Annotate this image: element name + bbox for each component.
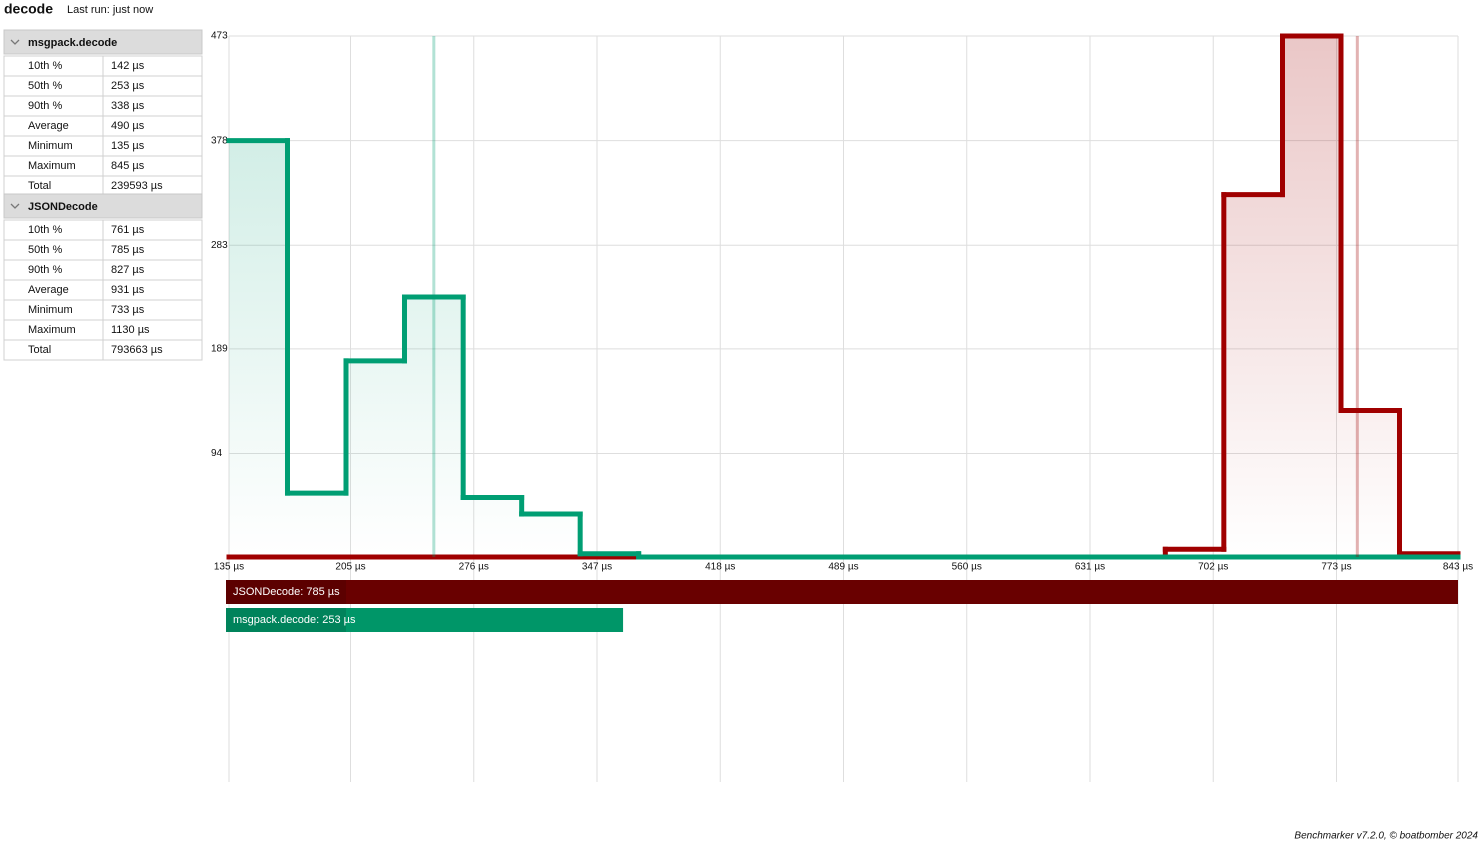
histogram-area <box>345 360 405 557</box>
group-name: JSONDecode <box>28 201 98 213</box>
stat-label: 50th % <box>28 80 62 92</box>
stat-label: Average <box>28 120 69 132</box>
stat-label-cell <box>3 175 104 197</box>
comparison-label: JSONDecode: 785 µs <box>233 586 340 598</box>
footer: Benchmarker v7.2.0, © boatbomber 2024 <box>1294 831 1478 842</box>
histogram-area <box>463 497 522 557</box>
comparison-bar <box>226 608 624 632</box>
stat-value-cell <box>102 339 203 361</box>
y-tick-label: 473 <box>211 31 228 42</box>
histogram-area <box>229 140 288 557</box>
histogram-area <box>1165 549 1224 557</box>
histogram-area <box>521 514 581 557</box>
collapse-chevron <box>10 203 20 209</box>
y-tick-label: 378 <box>211 135 228 146</box>
stat-label: Minimum <box>28 304 73 316</box>
stat-label: Average <box>28 284 69 296</box>
stat-label: 90th % <box>28 100 62 112</box>
x-tick-label: 418 µs <box>705 562 735 573</box>
x-tick-label: 843 µs <box>1443 562 1473 573</box>
stat-value: 135 µs <box>111 140 145 152</box>
stat-label-cell <box>3 339 104 361</box>
stat-value: 761 µs <box>111 224 145 236</box>
stat-label: 10th % <box>28 224 62 236</box>
stat-value: 785 µs <box>111 244 145 256</box>
title: decode <box>4 1 53 17</box>
series-0 <box>226 138 1461 560</box>
x-tick-label: 773 µs <box>1321 562 1351 573</box>
y-tick-label: 189 <box>211 343 228 354</box>
x-tick-label: 347 µs <box>582 562 612 573</box>
stat-label: 10th % <box>28 60 62 72</box>
stat-value: 733 µs <box>111 304 145 316</box>
x-tick-label: 702 µs <box>1198 562 1228 573</box>
stat-value: 239593 µs <box>111 180 163 192</box>
comparison-label: msgpack.decode: 253 µs <box>233 614 356 626</box>
y-tick-label: 283 <box>211 240 228 251</box>
group-name: msgpack.decode <box>28 37 117 49</box>
stat-label: 50th % <box>28 244 62 256</box>
histogram-area <box>287 493 346 557</box>
x-tick-label: 135 µs <box>214 562 244 573</box>
stat-label: Minimum <box>28 140 73 152</box>
histogram-area <box>1341 410 1400 557</box>
group-header <box>3 29 203 55</box>
histogram-area <box>1282 36 1342 557</box>
stat-value: 142 µs <box>111 60 145 72</box>
histogram-area <box>1223 194 1283 558</box>
stat-label: Maximum <box>28 160 76 172</box>
stat-value: 1130 µs <box>111 324 150 336</box>
stat-label: Total <box>28 180 51 192</box>
histogram-area <box>404 297 464 557</box>
stat-value: 338 µs <box>111 100 145 112</box>
y-tick-label: 94 <box>211 448 223 459</box>
stat-label: Total <box>28 344 51 356</box>
x-tick-label: 205 µs <box>335 562 365 573</box>
stat-label: Maximum <box>28 324 76 336</box>
x-tick-label: 560 µs <box>952 562 982 573</box>
collapse-chevron <box>10 39 20 45</box>
stat-value: 490 µs <box>111 120 145 132</box>
stat-value: 827 µs <box>111 264 145 276</box>
group-header <box>3 193 203 219</box>
stat-label: 90th % <box>28 264 62 276</box>
x-tick-label: 489 µs <box>828 562 858 573</box>
stat-value: 793663 µs <box>111 344 163 356</box>
x-tick-label: 631 µs <box>1075 562 1105 573</box>
stat-value: 845 µs <box>111 160 145 172</box>
stat-value: 931 µs <box>111 284 145 296</box>
comparison-bar <box>226 580 1458 604</box>
x-tick-label: 276 µs <box>459 562 489 573</box>
stat-value: 253 µs <box>111 80 145 92</box>
last-run: Last run: just now <box>67 4 153 16</box>
